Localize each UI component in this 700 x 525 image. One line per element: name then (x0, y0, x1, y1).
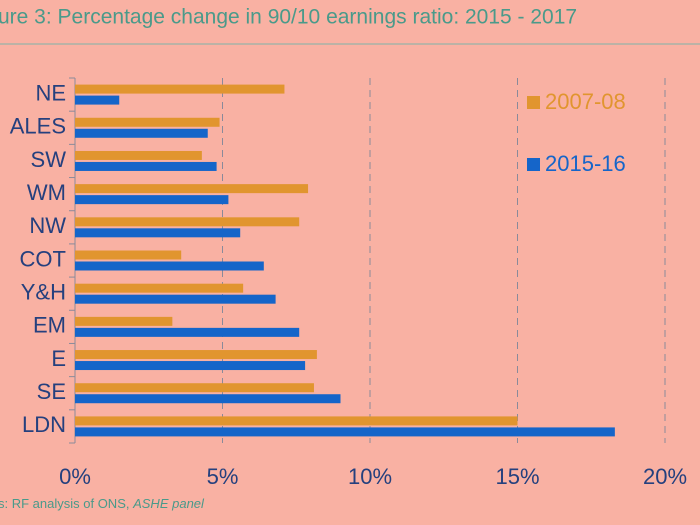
bar (75, 195, 229, 205)
bar (75, 316, 173, 326)
y-tick-label: ALES (10, 114, 66, 139)
y-tick-label: COT (20, 246, 66, 271)
legend-label: 2015-16 (545, 151, 626, 176)
bar (75, 427, 615, 437)
bar (75, 327, 300, 337)
bar (75, 283, 244, 293)
y-tick-label: E (51, 346, 66, 371)
bar (75, 383, 314, 393)
y-tick-label: Y&H (21, 279, 66, 304)
bar (75, 161, 217, 171)
bar (75, 217, 300, 227)
bar (75, 361, 306, 371)
y-tick-label: NE (35, 80, 66, 105)
bar (75, 228, 241, 238)
x-tick-label: 15% (495, 464, 539, 489)
x-tick-label: 10% (348, 464, 392, 489)
x-tick-label: 0% (59, 464, 91, 489)
bar (75, 350, 317, 360)
bar (75, 84, 285, 94)
y-tick-label: EM (33, 313, 66, 338)
bar (75, 95, 120, 105)
bar (75, 184, 309, 194)
y-tick-label: NW (29, 213, 66, 238)
bar (75, 394, 341, 404)
bar (75, 416, 518, 426)
bar (75, 150, 202, 160)
legend-label: 2007-08 (545, 89, 626, 114)
bar (75, 128, 208, 138)
source-text: s: RF analysis of ONS, (0, 496, 133, 511)
bar (75, 117, 220, 127)
bar (75, 261, 264, 271)
chart-title: ure 3: Percentage change in 90/10 earnin… (0, 6, 577, 29)
legend-swatch (527, 158, 540, 171)
bar (75, 250, 182, 260)
bar (75, 294, 276, 304)
y-tick-label: WM (27, 180, 66, 205)
y-tick-label: SW (31, 147, 67, 172)
source-italic: ASHE panel (132, 496, 205, 511)
y-tick-label: LDN (22, 412, 66, 437)
x-tick-label: 20% (643, 464, 687, 489)
y-tick-label: SE (37, 379, 66, 404)
x-tick-label: 5% (207, 464, 239, 489)
legend-swatch (527, 96, 540, 109)
source: s: RF analysis of ONS, ASHE panel (0, 496, 205, 511)
